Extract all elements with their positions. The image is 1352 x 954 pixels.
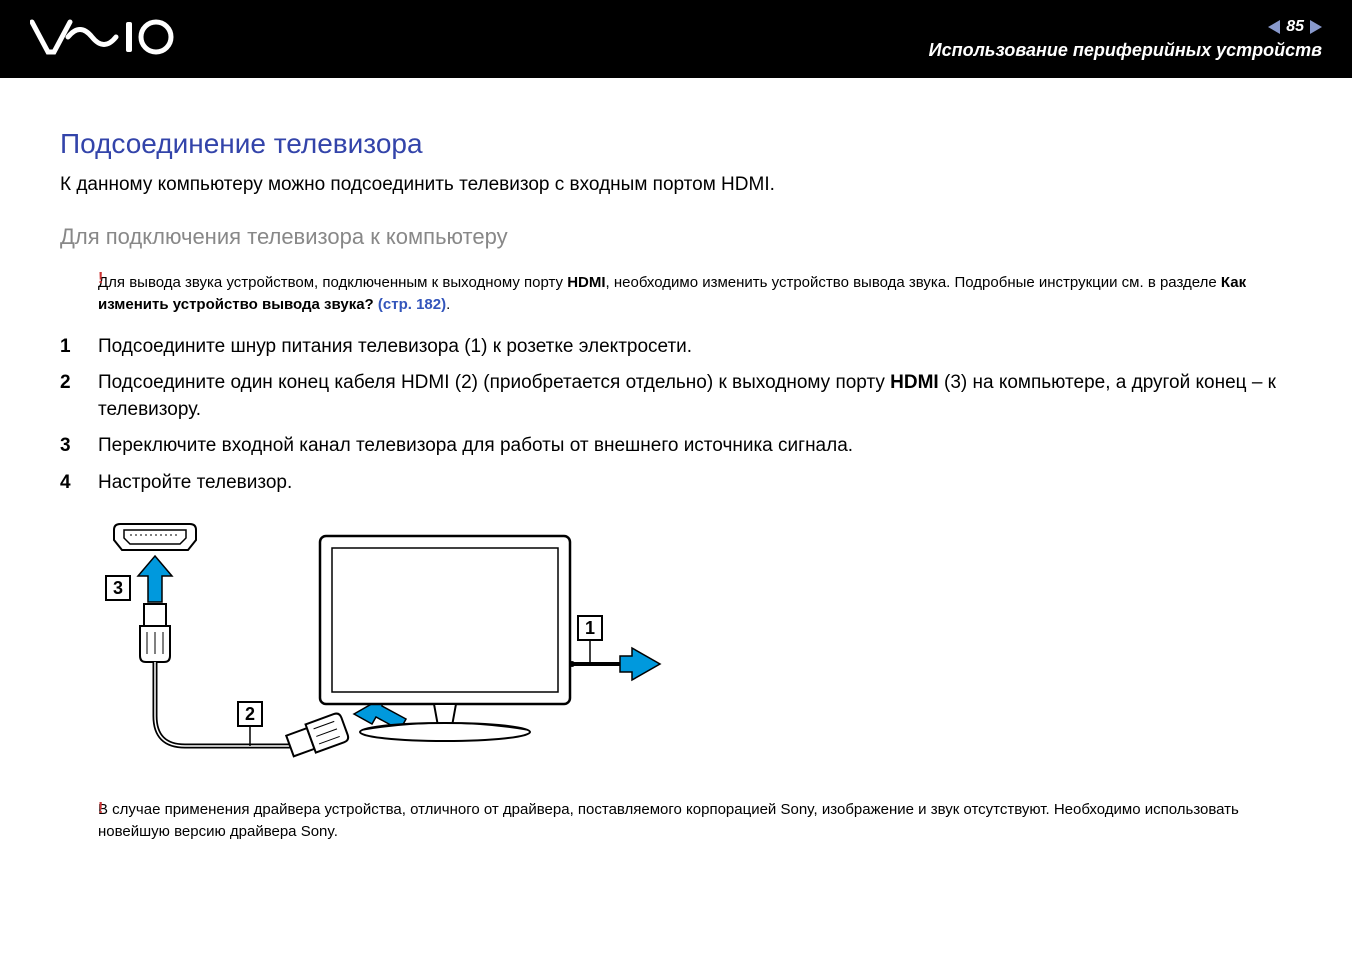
- step-item: 2 Подсоедините один конец кабеля HDMI (2…: [60, 370, 1292, 423]
- cable-highlight: [155, 662, 290, 746]
- tv-monitor-icon: [320, 536, 570, 741]
- intro-text: К данному компьютеру можно подсоединить …: [60, 174, 1292, 196]
- header-right: 85 Использование периферийных устройств: [929, 18, 1322, 61]
- power-cable-dot: [569, 661, 575, 667]
- step2-prefix: Подсоедините один конец кабеля HDMI (2) …: [98, 372, 890, 393]
- step-item: 4 Настройте телевизор.: [60, 470, 1292, 497]
- step-text: Переключите входной канал телевизора для…: [98, 433, 1292, 460]
- note-1-text: Для вывода звука устройством, подключенн…: [98, 272, 1292, 316]
- note1-prefix: Для вывода звука устройством, подключенн…: [98, 274, 567, 291]
- note-marker-icon: !: [98, 797, 103, 820]
- nav-prev-icon[interactable]: [1268, 20, 1280, 34]
- vaio-logo: [30, 16, 175, 63]
- note-block-1: ! Для вывода звука устройством, подключе…: [98, 272, 1292, 316]
- step-text: Подсоедините шнур питания телевизора (1)…: [98, 334, 1292, 361]
- note-block-2: ! В случае применения драйвера устройств…: [98, 799, 1292, 843]
- step-number: 4: [60, 470, 98, 497]
- note-2-text: В случае применения драйвера устройства,…: [98, 799, 1292, 843]
- step-item: 3 Переключите входной канал телевизора д…: [60, 433, 1292, 460]
- step-number: 3: [60, 433, 98, 460]
- page-number: 85: [1286, 18, 1304, 36]
- note1-link[interactable]: (стр. 182): [378, 296, 446, 313]
- sub-title: Для подключения телевизора к компьютеру: [60, 224, 1292, 250]
- diagram-label-2: 2: [238, 702, 262, 746]
- main-title: Подсоединение телевизора: [60, 128, 1292, 160]
- cable-path: [155, 662, 290, 746]
- step-number: 2: [60, 370, 98, 423]
- page-content: Подсоединение телевизора К данному компь…: [0, 78, 1352, 863]
- label-3-text: 3: [113, 578, 123, 598]
- label-1-text: 1: [585, 618, 595, 638]
- header-bar: 85 Использование периферийных устройств: [0, 0, 1352, 78]
- page-navigation: 85: [929, 18, 1322, 36]
- hdmi-connector-2-icon: [285, 713, 350, 761]
- step2-bold: HDMI: [890, 372, 939, 393]
- header-subtitle: Использование периферийных устройств: [929, 40, 1322, 61]
- label-2-text: 2: [245, 704, 255, 724]
- connection-diagram: 3 2: [100, 516, 1292, 781]
- step-item: 1 Подсоедините шнур питания телевизора (…: [60, 334, 1292, 361]
- step-text: Подсоедините один конец кабеля HDMI (2) …: [98, 370, 1292, 423]
- note1-bold1: HDMI: [567, 274, 605, 291]
- note1-mid: , необходимо изменить устройство вывода …: [606, 274, 1221, 291]
- note1-suffix: .: [446, 296, 450, 313]
- arrow-up-icon: [138, 556, 172, 602]
- steps-list: 1 Подсоедините шнур питания телевизора (…: [60, 334, 1292, 497]
- nav-next-icon[interactable]: [1310, 20, 1322, 34]
- diagram-label-3: 3: [106, 576, 130, 600]
- step-number: 1: [60, 334, 98, 361]
- step-text: Настройте телевизор.: [98, 470, 1292, 497]
- diagram-label-1: 1: [578, 616, 602, 664]
- note-marker-icon: !: [98, 270, 103, 288]
- arrow-right-power-icon: [620, 648, 660, 680]
- hdmi-connector-icon: [140, 604, 170, 662]
- hdmi-port-icon: [114, 524, 196, 550]
